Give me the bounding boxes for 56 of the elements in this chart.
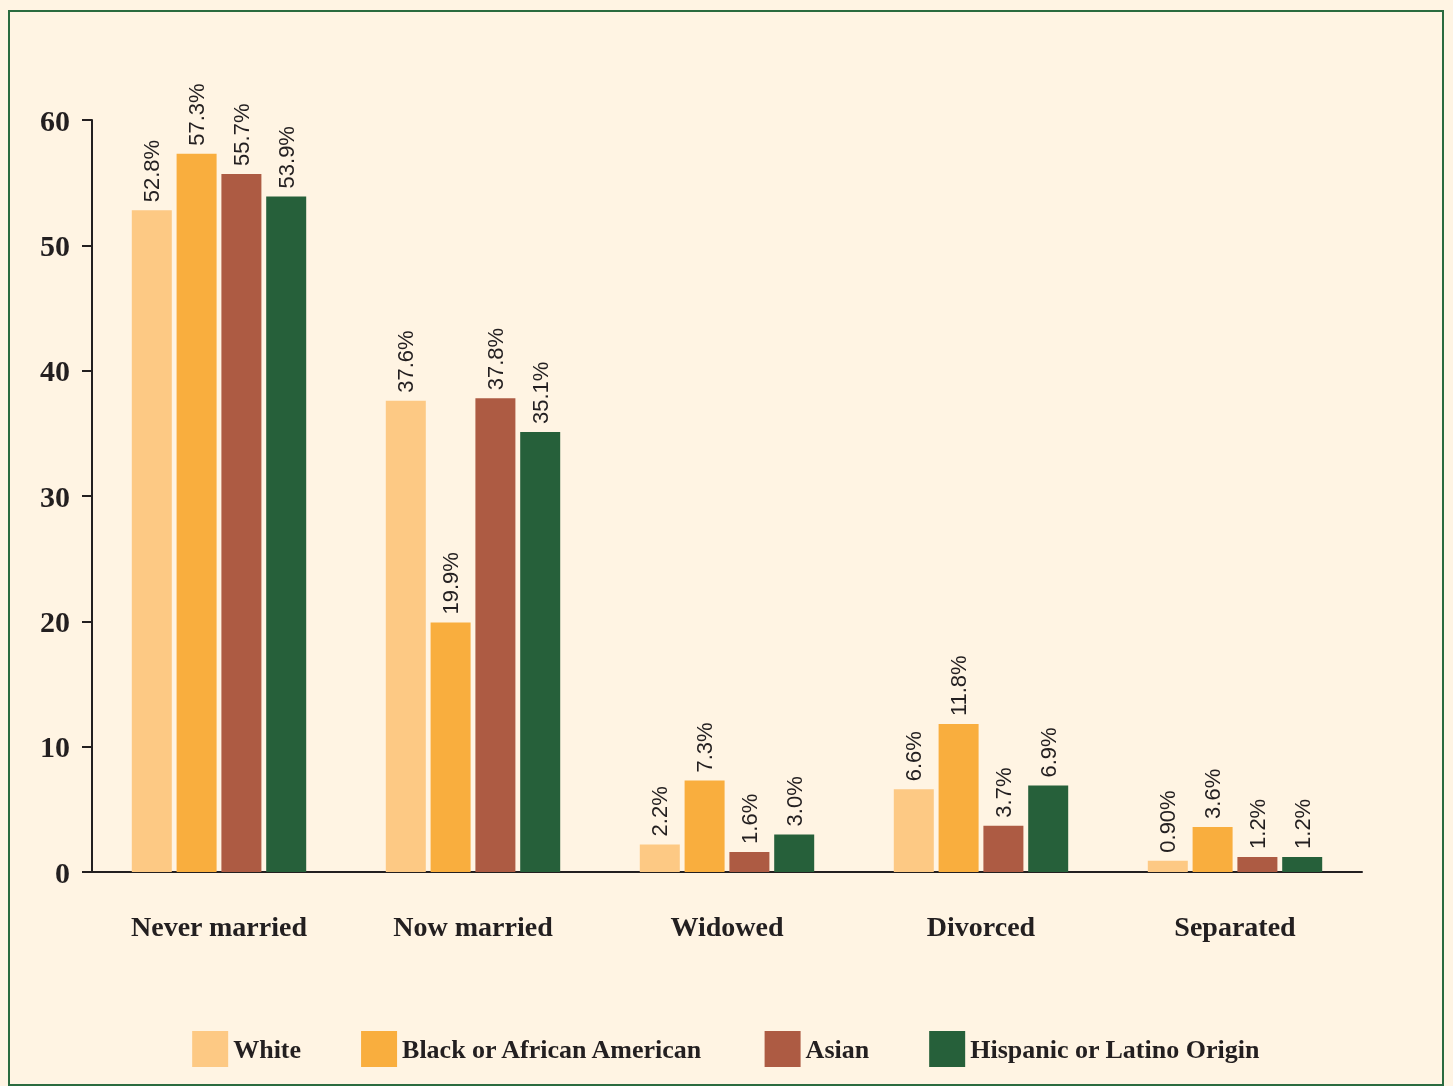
data-label: 53.9% <box>273 126 299 189</box>
data-label: 3.6% <box>1200 768 1226 819</box>
data-label: 11.8% <box>946 655 972 717</box>
bar <box>684 780 725 872</box>
data-label: 37.6% <box>393 330 419 393</box>
bar <box>1147 860 1188 872</box>
bar <box>520 432 561 872</box>
data-label: 0.90% <box>1155 790 1181 853</box>
x-tick-label: Separated <box>1174 910 1297 942</box>
data-label: 6.6% <box>901 731 927 782</box>
bar <box>385 400 426 872</box>
data-label: 57.3% <box>184 83 210 146</box>
bar <box>1237 856 1278 872</box>
data-label: 19.9% <box>438 552 464 615</box>
legend-label: Asian <box>805 1034 870 1064</box>
x-tick-label: Widowed <box>670 910 784 942</box>
bar <box>983 825 1024 872</box>
bar <box>938 724 979 872</box>
data-label: 7.3% <box>692 722 718 773</box>
y-tick-label: 40 <box>40 354 70 388</box>
data-label: 1.6% <box>736 793 762 844</box>
y-tick-label: 0 <box>55 855 70 889</box>
x-tick-label: Never married <box>131 910 308 942</box>
y-tick-label: 60 <box>40 103 70 137</box>
data-label: 37.8% <box>482 327 508 391</box>
data-label: 6.9% <box>1035 727 1061 778</box>
bar <box>893 789 934 872</box>
bar <box>1282 856 1323 872</box>
bar <box>430 622 471 872</box>
legend-label: White <box>233 1034 302 1064</box>
x-tick-label: Now married <box>393 910 554 942</box>
data-label: 1.2% <box>1289 798 1315 849</box>
y-tick-label: 20 <box>40 604 70 638</box>
y-tick-label: 10 <box>40 730 70 764</box>
data-label: 2.2% <box>647 786 673 837</box>
data-label: 35.1% <box>527 361 553 425</box>
bar <box>729 851 770 872</box>
bar <box>131 210 172 872</box>
bar <box>475 398 516 872</box>
bar <box>1192 826 1233 872</box>
bar <box>266 196 307 872</box>
y-tick-label: 30 <box>40 479 70 513</box>
legend-label: Hispanic or Latino Origin <box>970 1034 1260 1064</box>
y-tick-label: 50 <box>40 228 70 262</box>
bar <box>221 173 262 872</box>
bar <box>176 153 217 872</box>
data-label: 52.8% <box>139 139 165 203</box>
bar <box>1028 785 1069 872</box>
bar <box>639 844 680 872</box>
bar <box>774 834 815 872</box>
data-label: 3.0% <box>781 776 807 827</box>
x-tick-label: Divorced <box>926 910 1036 942</box>
data-label: 3.7% <box>990 767 1016 818</box>
data-label: 1.2% <box>1244 798 1270 849</box>
legend-label: Black or African American <box>402 1034 702 1064</box>
data-label: 55.7% <box>228 103 254 166</box>
